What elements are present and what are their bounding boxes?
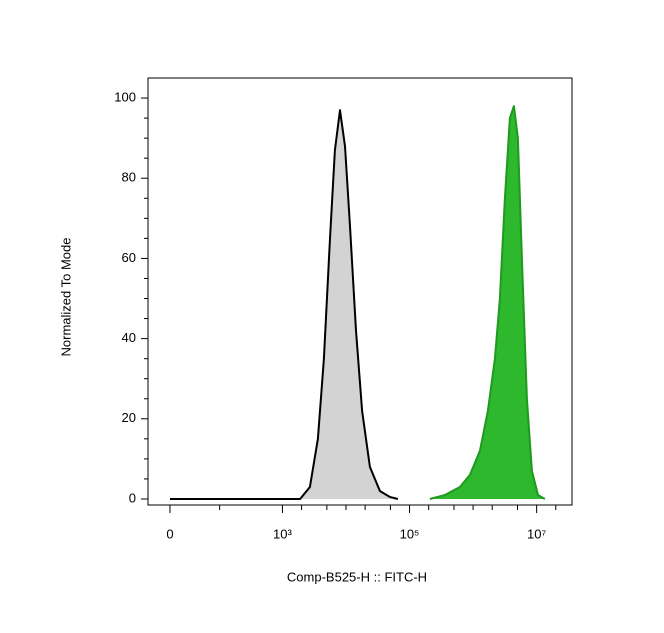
y-tick-label: 20: [122, 410, 136, 425]
y-tick-label: 0: [129, 490, 136, 505]
y-tick-label: 80: [122, 170, 136, 185]
x-axis-label: Comp-B525-H :: FITC-H: [287, 569, 427, 584]
y-tick-label: 60: [122, 250, 136, 265]
plot-frame: [147, 77, 573, 506]
histogram-area: [170, 109, 399, 500]
y-tick-label: 40: [122, 330, 136, 345]
x-tick-label: 10⁵: [400, 526, 420, 541]
y-axis-label: Normalized To Mode: [58, 238, 73, 357]
y-tick-label: 100: [114, 89, 136, 104]
x-tick-label: 10³: [273, 526, 292, 541]
x-tick-label: 10⁷: [527, 526, 546, 541]
x-tick-label: 0: [166, 526, 173, 541]
histogram-area: [429, 105, 546, 500]
